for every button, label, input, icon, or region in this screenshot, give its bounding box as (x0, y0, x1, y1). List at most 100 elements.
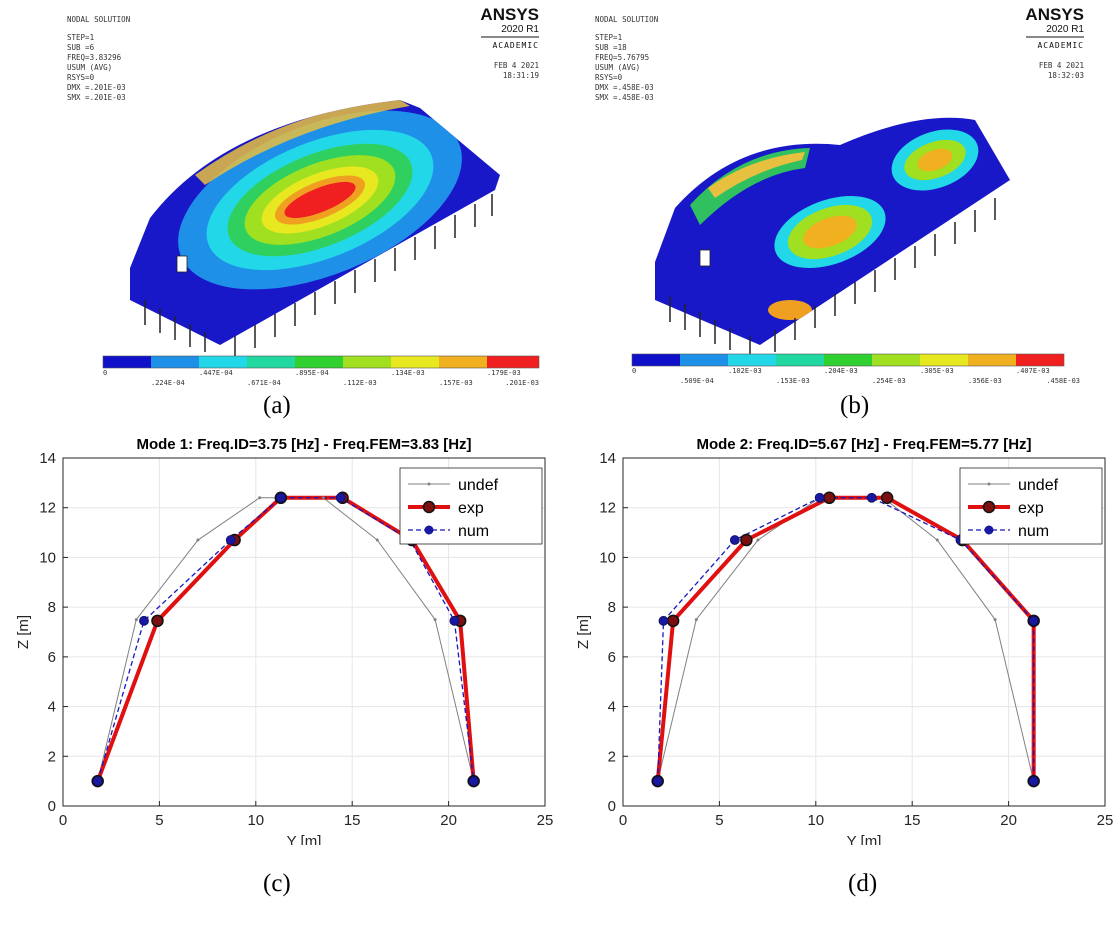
ansys-info-line: RSYS=0 (595, 73, 623, 82)
x-tick-label: 5 (715, 812, 723, 829)
ansys-panel-a: NODAL SOLUTION STEP=1 SUB =6 FREQ=3.8329… (67, 5, 539, 387)
colorbar-b: 0 .102E-03 .204E-03 .305E-03 .407E-03 .5… (631, 353, 1080, 385)
data-point-exp (880, 491, 894, 505)
mode-shape-chart-c: Mode 1: Freq.ID=3.75 [Hz] - Freq.FEM=3.8… (15, 436, 553, 845)
legend-label-exp: exp (458, 500, 484, 517)
colorbar-label: .305E-03 (920, 367, 954, 375)
colorbar-label: 0 (103, 369, 107, 377)
y-tick-label: 8 (608, 599, 616, 616)
ansys-info-line: SUB =18 (595, 43, 627, 52)
x-tick-label: 20 (440, 812, 457, 829)
legend-marker-num (424, 525, 434, 535)
x-tick-label: 10 (247, 812, 264, 829)
y-axis-label: Z [m] (15, 615, 32, 649)
data-point-num (814, 492, 825, 503)
ansys-panel-b: NODAL SOLUTION STEP=1 SUB =18 FREQ=5.767… (595, 5, 1084, 385)
legend-marker-undef (987, 482, 991, 486)
fem-contour-model-a (130, 100, 500, 358)
legend-label-exp: exp (1018, 500, 1044, 517)
ansys-version: 2020 R1 (1046, 24, 1084, 35)
ansys-info-line: NODAL SOLUTION (67, 15, 130, 24)
data-point-num (139, 615, 149, 626)
ansys-info-line: SMX =.201E-03 (67, 93, 126, 102)
y-tick-label: 0 (608, 798, 616, 815)
legend-marker-exp (982, 500, 996, 514)
ansys-brand: ANSYS (1025, 5, 1084, 24)
x-tick-label: 10 (807, 812, 824, 829)
colorbar-label: .356E-03 (968, 377, 1002, 385)
data-point-undef (756, 538, 760, 542)
colorbar-label: .671E-04 (247, 379, 281, 387)
legend-label-undef: undef (458, 477, 499, 494)
chart-title: Mode 1: Freq.ID=3.75 [Hz] - Freq.FEM=3.8… (136, 436, 471, 453)
y-tick-label: 6 (48, 649, 56, 666)
data-point-num (449, 615, 460, 626)
data-point-undef (694, 618, 698, 622)
data-point-num (225, 535, 236, 545)
y-tick-label: 6 (608, 649, 616, 666)
ansys-academic: ACADEMIC (492, 41, 539, 50)
y-tick-label: 8 (48, 599, 56, 616)
legend-marker-undef (427, 482, 431, 486)
ansys-info-line: SUB =6 (67, 43, 95, 52)
ansys-date: FEB 4 2021 (494, 61, 539, 70)
ansys-info-line: STEP=1 (595, 33, 622, 42)
x-tick-label: 0 (59, 812, 67, 829)
y-tick-label: 2 (608, 748, 616, 765)
colorbar-label: .895E-04 (295, 369, 329, 377)
data-point-num (652, 776, 663, 787)
colorbar-label: .407E-03 (1016, 367, 1050, 375)
caption-d: (d) (848, 870, 878, 897)
series-line-exp (95, 495, 476, 782)
ansys-info-line: FREQ=3.83296 (67, 53, 122, 62)
y-tick-label: 10 (599, 549, 616, 566)
colorbar-label: .201E-03 (505, 379, 539, 387)
ansys-info-line: NODAL SOLUTION (595, 15, 658, 24)
ansys-time: 18:31:19 (503, 71, 539, 80)
y-tick-label: 12 (39, 500, 56, 517)
series-line-num (97, 497, 475, 782)
ansys-version: 2020 R1 (501, 24, 539, 35)
legend-marker-exp (422, 500, 436, 514)
ansys-info-b: NODAL SOLUTION STEP=1 SUB =18 FREQ=5.767… (595, 15, 658, 102)
data-point-num (275, 492, 286, 503)
axes-box (62, 457, 546, 807)
legend-label-num: num (458, 523, 489, 540)
data-point-undef (196, 538, 200, 542)
data-point-exp (823, 491, 836, 505)
x-tick-label: 20 (1000, 812, 1017, 829)
y-tick-label: 4 (48, 699, 56, 716)
caption-a: (a) (263, 392, 291, 419)
ansys-info-line: STEP=1 (67, 33, 94, 42)
x-tick-label: 15 (904, 812, 921, 829)
colorbar-label: .254E-03 (872, 377, 906, 385)
mode-shape-chart-d: Mode 2: Freq.ID=5.67 [Hz] - Freq.FEM=5.7… (575, 436, 1113, 845)
data-point-undef (433, 618, 437, 622)
ansys-info-line: SMX =.458E-03 (595, 93, 654, 102)
ansys-info-line: RSYS=0 (67, 73, 95, 82)
data-point-undef (258, 496, 262, 500)
colorbar-label: .179E-03 (487, 369, 521, 377)
colorbar-label: .153E-03 (776, 377, 810, 385)
data-point-num (658, 615, 669, 626)
colorbar-label: .102E-03 (728, 367, 762, 375)
colorbar-label: .134E-03 (391, 369, 425, 377)
colorbar-label: .224E-04 (151, 379, 185, 387)
ansys-brand: ANSYS (480, 5, 539, 24)
data-point-undef (321, 496, 325, 500)
legend-label-undef: undef (1018, 477, 1059, 494)
ansys-info-line: FREQ=5.76795 (595, 53, 649, 62)
ansys-logo-b: ANSYS 2020 R1 ACADEMIC FEB 4 2021 18:32:… (1025, 5, 1084, 80)
ansys-academic: ACADEMIC (1037, 41, 1084, 50)
y-tick-label: 12 (599, 500, 616, 517)
data-point-exp (666, 614, 680, 628)
axes-box (622, 457, 1106, 807)
series-line-num (657, 497, 1035, 782)
colorbar-label: .458E-03 (1046, 377, 1080, 385)
ansys-time: 18:32:03 (1048, 71, 1084, 80)
data-point-num (468, 776, 479, 787)
x-tick-label: 0 (619, 812, 627, 829)
chart-title: Mode 2: Freq.ID=5.67 [Hz] - Freq.FEM=5.7… (696, 436, 1031, 453)
colorbar-label: 0 (632, 367, 636, 375)
data-point-num (866, 492, 877, 503)
